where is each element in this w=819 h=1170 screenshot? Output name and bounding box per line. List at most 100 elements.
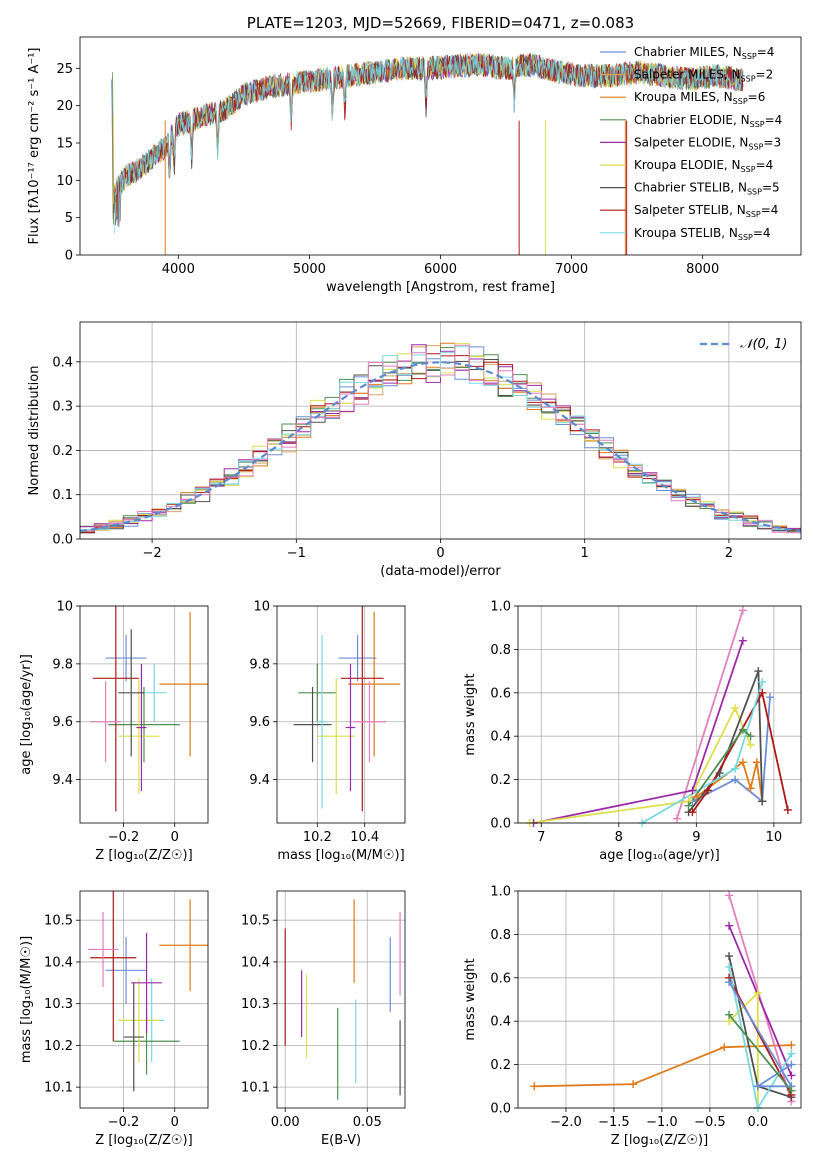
legend: 𝒩(0, 1) bbox=[700, 337, 787, 352]
legend-sub: SSP bbox=[733, 97, 748, 106]
plus-marker bbox=[738, 758, 747, 767]
x-tick-label: 10.2 bbox=[303, 830, 332, 845]
y-tick-label: 0.4 bbox=[52, 355, 73, 370]
x-tick-label: 0.05 bbox=[353, 1115, 382, 1130]
legend-tail: =3 bbox=[763, 135, 781, 149]
x-tick-label: 1 bbox=[581, 546, 589, 561]
x-axis-label: Z [log₁₀(Z/Z☉)] bbox=[95, 1133, 192, 1148]
legend-sub: SSP bbox=[741, 75, 756, 84]
x-tick-label: 10.4 bbox=[350, 830, 379, 845]
x-tick-label: 9 bbox=[692, 830, 700, 845]
plot-area bbox=[87, 891, 208, 1092]
plus-marker bbox=[738, 606, 747, 615]
x-tick-label: 0 bbox=[171, 1115, 179, 1130]
legend-entry: Kroupa STELIB, NSSP=4 bbox=[634, 226, 771, 242]
legend-label: Kroupa STELIB, N bbox=[634, 226, 738, 240]
y-tick-label: 0.8 bbox=[490, 928, 511, 943]
y-tick-label: 0.6 bbox=[490, 971, 511, 986]
legend-label: Chabrier MILES, N bbox=[634, 45, 742, 59]
plus-marker bbox=[787, 1086, 796, 1095]
y-tick-label: 9.8 bbox=[249, 657, 270, 672]
legend-label: Kroupa MILES, N bbox=[634, 90, 733, 104]
y-tick-label: 20 bbox=[56, 99, 73, 114]
x-tick-label: 4000 bbox=[162, 262, 195, 277]
y-tick-label: 0.0 bbox=[490, 1102, 511, 1117]
y-tick-label: 0.2 bbox=[490, 773, 511, 788]
plus-marker bbox=[787, 1049, 796, 1058]
y-tick-label: 10.5 bbox=[44, 914, 73, 929]
y-tick-label: 0.0 bbox=[490, 817, 511, 832]
y-tick-label: 0.4 bbox=[490, 1015, 511, 1030]
plus-marker bbox=[731, 703, 740, 712]
y-tick-label: 5 bbox=[65, 211, 73, 226]
y-tick-label: 0.0 bbox=[52, 533, 73, 548]
y-tick-label: 10.3 bbox=[241, 997, 270, 1012]
mass-weight-line bbox=[687, 670, 764, 813]
legend-entry: Salpeter ELODIE, NSSP=3 bbox=[634, 135, 781, 151]
x-tick-label: 10 bbox=[766, 830, 783, 845]
y-tick-label: 9.6 bbox=[249, 715, 270, 730]
plus-marker bbox=[688, 786, 697, 795]
legend-label: Salpeter ELODIE, N bbox=[634, 135, 748, 149]
plus-marker bbox=[720, 1043, 729, 1052]
y-tick-label: 0.4 bbox=[490, 730, 511, 745]
panel-2: −0.2 0 9.4 9.6 9.8 10 Z [log₁₀(Z/Z☉)] age [log₁… bbox=[19, 600, 209, 863]
axes-frame bbox=[79, 36, 802, 256]
y-axis-label: mass weight bbox=[463, 958, 478, 1040]
axes-frame bbox=[79, 890, 209, 1109]
chart-title: PLATE=1203, MJD=52669, FIBERID=0471, z=0… bbox=[247, 14, 634, 32]
legend-entry: Chabrier MILES, NSSP=4 bbox=[634, 45, 774, 61]
x-tick-label: −1.5 bbox=[598, 1115, 630, 1130]
plus-marker bbox=[530, 1082, 539, 1091]
x-tick-label: 7000 bbox=[555, 262, 588, 277]
legend-tail: =5 bbox=[762, 181, 780, 195]
plus-marker bbox=[725, 952, 734, 961]
y-tick-label: 1.0 bbox=[490, 885, 511, 900]
x-tick-label: 0 bbox=[436, 546, 444, 561]
plus-marker bbox=[787, 1071, 796, 1080]
plus-marker bbox=[746, 740, 755, 749]
plus-marker bbox=[692, 792, 701, 801]
legend-sub: SSP bbox=[750, 120, 765, 129]
legend-tail: =2 bbox=[756, 68, 774, 82]
legend-tail: =4 bbox=[765, 113, 783, 127]
y-tick-label: 10.4 bbox=[44, 955, 73, 970]
plus-marker bbox=[746, 732, 755, 741]
plus-marker bbox=[725, 891, 734, 900]
legend-entry: Kroupa MILES, NSSP=6 bbox=[634, 90, 765, 106]
x-tick-label: 5000 bbox=[293, 262, 326, 277]
x-tick-label: 8 bbox=[615, 830, 623, 845]
spectrum-line bbox=[114, 53, 744, 234]
axes-frame bbox=[517, 605, 802, 824]
axes-frame bbox=[276, 605, 406, 824]
y-tick-label: 0.3 bbox=[52, 400, 73, 415]
x-tick-label: 0 bbox=[171, 830, 179, 845]
plus-marker bbox=[731, 764, 740, 773]
legend-tail: =4 bbox=[753, 226, 771, 240]
panel-7: −2.0 −1.5 −1.0 −0.5 0.0 0.0 0.2 0.4 0.6 0.8 1.0 Z [… bbox=[463, 885, 802, 1148]
panel-6: 0.00 0.05 10.1 10.2 10.3 10.4 10.5 E(B-V) bbox=[241, 890, 406, 1148]
legend-tail: =6 bbox=[748, 90, 766, 104]
y-tick-label: 9.4 bbox=[52, 773, 73, 788]
legend-entry: Chabrier STELIB, NSSP=5 bbox=[634, 181, 780, 197]
plus-marker bbox=[731, 775, 740, 784]
plus-marker bbox=[738, 725, 747, 734]
y-tick-label: 0.6 bbox=[490, 686, 511, 701]
legend-entry: Kroupa ELODIE, NSSP=4 bbox=[634, 158, 773, 174]
y-tick-label: 0.1 bbox=[52, 488, 73, 503]
plus-marker bbox=[715, 769, 724, 778]
x-tick-label: −1.0 bbox=[646, 1115, 678, 1130]
y-tick-label: 10 bbox=[56, 174, 73, 189]
legend-sub: SSP bbox=[738, 233, 753, 242]
x-tick-label: 8000 bbox=[686, 262, 719, 277]
y-tick-label: 9.4 bbox=[249, 773, 270, 788]
legend-entry: Salpeter MILES, NSSP=2 bbox=[634, 68, 773, 84]
legend-entry: Chabrier ELODIE, NSSP=4 bbox=[634, 113, 782, 129]
x-tick-label: −2.0 bbox=[550, 1115, 582, 1130]
x-tick-label: 7 bbox=[537, 830, 545, 845]
plus-marker bbox=[684, 801, 693, 810]
plus-marker bbox=[758, 688, 767, 697]
panel-4: 7 8 9 10 0.0 0.2 0.4 0.6 0.8 1.0 age [log₁₀(age/yr… bbox=[463, 600, 802, 863]
x-tick-label: −2 bbox=[143, 546, 162, 561]
plot-area bbox=[111, 52, 744, 255]
